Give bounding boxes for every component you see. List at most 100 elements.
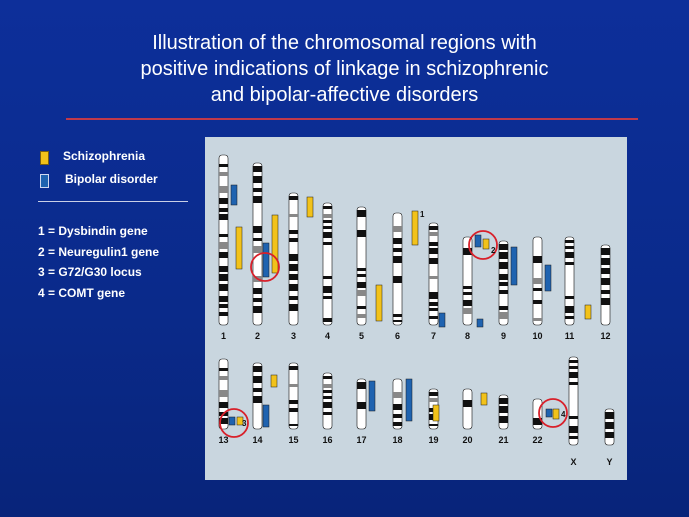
row2-chromosome-4-band (323, 412, 332, 415)
row2-chromosome-12-band (605, 422, 614, 429)
row1-chromosome-2-band (253, 176, 262, 183)
row2-chromosome-1-band (219, 376, 228, 380)
chromosome-label-X: X (570, 457, 576, 467)
row1-chromosome-3-band (289, 230, 298, 234)
row2-chromosome-4-band (323, 384, 332, 388)
linkage-region-bar-6 (375, 284, 383, 322)
chromosome-label-5: 5 (359, 331, 364, 341)
row2-chromosome-11 (568, 356, 579, 446)
row1-chromosome-6-band (393, 238, 402, 244)
linkage-region-bar-9 (474, 234, 482, 248)
linkage-region-bar-13 (544, 264, 552, 292)
row2-chromosome-1-band (219, 418, 228, 424)
row1-chromosome-3-band (289, 196, 298, 200)
row1-chromosome-12-band (601, 290, 610, 294)
row2-chromosome-7-band (429, 424, 438, 426)
row1-chromosome-4-band (323, 232, 332, 238)
row2-chromosome-4-band (323, 402, 332, 408)
row1-chromosome-2-band (253, 226, 262, 233)
gene-key-3: 3 = G72/G30 locus (38, 265, 142, 279)
row1-chromosome-1-band (219, 266, 228, 272)
row1-chromosome-1-band (219, 234, 228, 237)
row1-chromosome-1-band (219, 164, 228, 167)
row2-chromosome-11-band (569, 366, 578, 369)
chromosome-label-18: 18 (392, 435, 402, 445)
gene-locus-highlight-1 (250, 252, 280, 282)
row2-chromosome-3-band (289, 408, 298, 412)
row1-chromosome-1 (218, 154, 229, 326)
row1-chromosome-1-band (219, 312, 228, 316)
slide-title: Illustration of the chromosomal regions … (0, 30, 689, 108)
row1-chromosome-4-band (323, 220, 332, 223)
legend-schizophrenia-label: Schizophrenia (63, 149, 146, 163)
row1-chromosome-7-band (429, 258, 438, 264)
row2-chromosome-1-band (219, 390, 228, 397)
chromosome-label-22: 22 (532, 435, 542, 445)
row2-chromosome-4 (322, 372, 333, 430)
row1-chromosome-9-band (499, 252, 508, 259)
row1-chromosome-1-band (219, 296, 228, 302)
row1-chromosome-4-band (323, 296, 332, 299)
gene-key-1: 1 = Dysbindin gene (38, 224, 148, 238)
row1-chromosome-4-band (323, 276, 332, 279)
row1-chromosome-7-band (429, 242, 438, 246)
chromosome-label-13: 13 (218, 435, 228, 445)
title-divider (66, 118, 638, 120)
chromosome-label-7: 7 (431, 331, 436, 341)
row1-chromosome-4-band (323, 242, 332, 245)
row1-chromosome-12-band (601, 278, 610, 285)
row2-chromosome-10-band (533, 418, 542, 425)
row1-chromosome-11-band (565, 246, 574, 249)
row1-chromosome-4-band (323, 226, 332, 229)
row1-chromosome-3-band (289, 254, 298, 261)
row1-chromosome-5-band (357, 274, 366, 277)
chromosome-label-1: 1 (221, 331, 226, 341)
gene-marker-2: 2 (491, 246, 496, 255)
gene-marker-3: 3 (242, 419, 247, 428)
title-line-1: Illustration of the chromosomal regions … (152, 32, 537, 54)
row1-chromosome-2-band (253, 196, 262, 203)
chromosome-label-15: 15 (288, 435, 298, 445)
linkage-region-bar-1 (230, 184, 238, 206)
row1-chromosome-9-band (499, 282, 508, 286)
row1-chromosome-5-band (357, 314, 366, 318)
bipolar-swatch (40, 174, 49, 188)
row2-chromosome-2-band (253, 376, 262, 383)
linkage-region-bar-22 (480, 392, 488, 406)
gene-key-4: 4 = COMT gene (38, 286, 126, 300)
row1-chromosome-10-band (533, 318, 542, 321)
row2-chromosome-9-band (499, 416, 508, 423)
chromosome-label-6: 6 (395, 331, 400, 341)
row1-chromosome-1-band (219, 198, 228, 204)
gene-locus-highlight-4 (538, 398, 568, 428)
chromosome-label-19: 19 (428, 435, 438, 445)
row2-chromosome-2-band (253, 366, 262, 372)
row2-chromosome-11-band (569, 436, 578, 439)
row2-chromosome-8 (462, 388, 473, 430)
row1-chromosome-9-band (499, 306, 508, 310)
linkage-region-bar-20 (405, 378, 413, 422)
row1-chromosome-12-band (601, 248, 610, 255)
row2-chromosome-5-band (357, 402, 366, 409)
chromosome-label-16: 16 (322, 435, 332, 445)
row1-chromosome-1-band (219, 186, 228, 193)
row1-chromosome-4-band (323, 318, 332, 322)
row1-chromosome-9-band (499, 290, 508, 294)
row1-chromosome-1-band (219, 304, 228, 308)
row1-chromosome-1-band (219, 208, 228, 212)
row1-chromosome-2-band (253, 246, 262, 253)
row1-chromosome-2-band (253, 238, 262, 241)
chromosome-label-2: 2 (255, 331, 260, 341)
row1-chromosome-4-band (323, 206, 332, 209)
row1-chromosome-5-band (357, 230, 366, 237)
linkage-region-bar-11 (476, 318, 484, 328)
row2-chromosome-4-band (323, 396, 332, 399)
karyotype-panel: 1 2 3 4 5 6 7 8 9 10 11 12 13 14 15 16 17 18 19 20 21 22 X Y 1 2 3… (205, 137, 627, 480)
row1-chromosome-9-band (499, 244, 508, 250)
row1-chromosome-7-band (429, 292, 438, 299)
row1-chromosome-1-band (219, 172, 228, 176)
row1-chromosome-2-band (253, 306, 262, 313)
row2-chromosome-9-band (499, 398, 508, 404)
row2-chromosome-7-band (429, 392, 438, 396)
